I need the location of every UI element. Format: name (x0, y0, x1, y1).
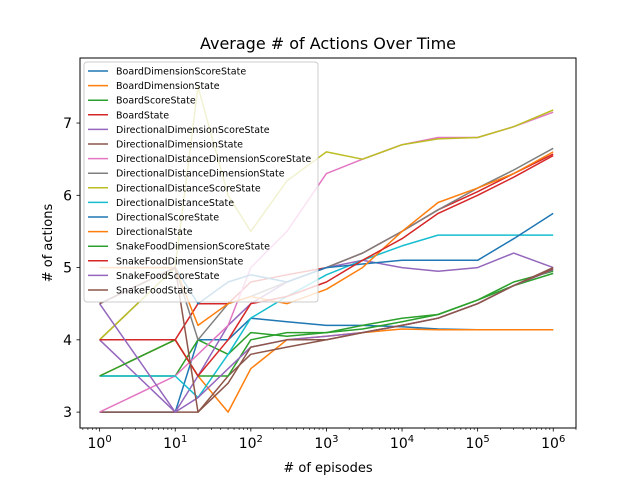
y-axis: 3 4 5 6 7 (63, 116, 80, 421)
x-tick-label: 103 (314, 434, 338, 452)
x-tick-label: 104 (390, 434, 414, 452)
legend-box (83, 61, 319, 303)
legend-label: SnakeFoodScoreState (116, 271, 220, 282)
series-line-1 (99, 328, 554, 413)
x-tick-label: 102 (239, 434, 263, 452)
series-line-11 (99, 151, 554, 327)
y-tick-label: 3 (63, 405, 72, 421)
legend-label: DirectionalState (116, 227, 193, 238)
y-tick-label: 4 (63, 333, 72, 349)
y-tick-label: 5 (63, 261, 72, 277)
x-tick-label: 106 (541, 434, 565, 452)
legend-label: BoardScoreState (116, 96, 196, 107)
series-layer (98, 86, 554, 413)
series-line-10 (99, 212, 554, 305)
x-axis-label: # of episodes (283, 461, 373, 476)
legend-label: BoardDimensionScoreState (116, 67, 246, 78)
legend-label: DirectionalDimensionScoreState (116, 125, 270, 136)
legend-label: SnakeFoodDimensionState (116, 256, 243, 267)
x-tick-label: 100 (88, 434, 112, 452)
legend-label: DirectionalDimensionState (116, 140, 243, 151)
y-tick-label: 7 (63, 116, 72, 132)
x-axis: 100 101 102 103 104 105 106 (82, 428, 577, 452)
legend-label: DirectionalScoreState (116, 213, 219, 224)
axes-frame (79, 57, 577, 429)
series-line-15 (99, 266, 554, 413)
legend-label: SnakeFoodState (116, 286, 193, 297)
chart-title: Average # of Actions Over Time (200, 34, 456, 53)
legend: BoardDimensionScoreState BoardDimensionSt… (83, 61, 319, 303)
series-line-13 (99, 154, 554, 377)
y-tick-label: 6 (63, 188, 72, 204)
legend-label: DirectionalDistanceDimensionState (116, 169, 285, 180)
legend-label: BoardState (116, 110, 169, 121)
legend-label: DirectionalDistanceState (116, 198, 234, 209)
legend-label: SnakeFoodDimensionScoreState (116, 242, 270, 253)
legend-label: BoardDimensionState (116, 81, 220, 92)
y-axis-label: # of actions (41, 204, 56, 283)
legend-label: DirectionalDistanceDimensionScoreState (116, 154, 311, 165)
legend-label: DirectionalDistanceScoreState (116, 183, 261, 194)
x-tick-label: 101 (163, 434, 187, 452)
x-tick-label: 105 (466, 434, 490, 452)
